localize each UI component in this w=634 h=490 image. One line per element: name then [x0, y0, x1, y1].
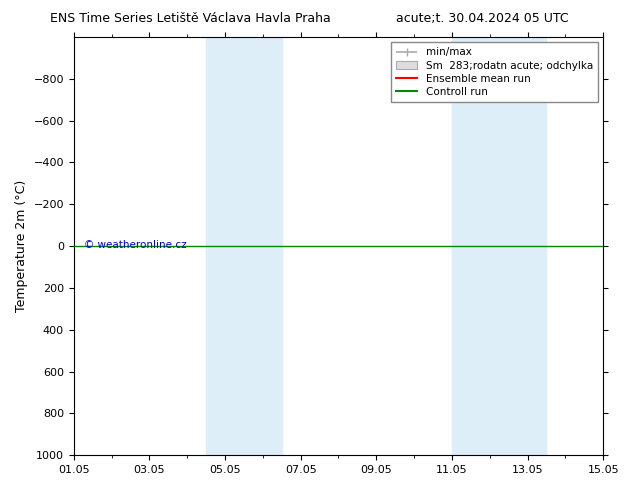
Text: ENS Time Series Letiště Václava Havla Praha: ENS Time Series Letiště Václava Havla Pr… — [50, 12, 330, 25]
Legend: min/max, Sm  283;rodatn acute; odchylka, Ensemble mean run, Controll run: min/max, Sm 283;rodatn acute; odchylka, … — [391, 42, 598, 102]
Bar — [206, 37, 281, 455]
Text: acute;t. 30.04.2024 05 UTC: acute;t. 30.04.2024 05 UTC — [396, 12, 568, 25]
Text: © weatheronline.cz: © weatheronline.cz — [84, 240, 187, 250]
Bar — [452, 37, 547, 455]
Y-axis label: Temperature 2m (°C): Temperature 2m (°C) — [15, 180, 28, 312]
